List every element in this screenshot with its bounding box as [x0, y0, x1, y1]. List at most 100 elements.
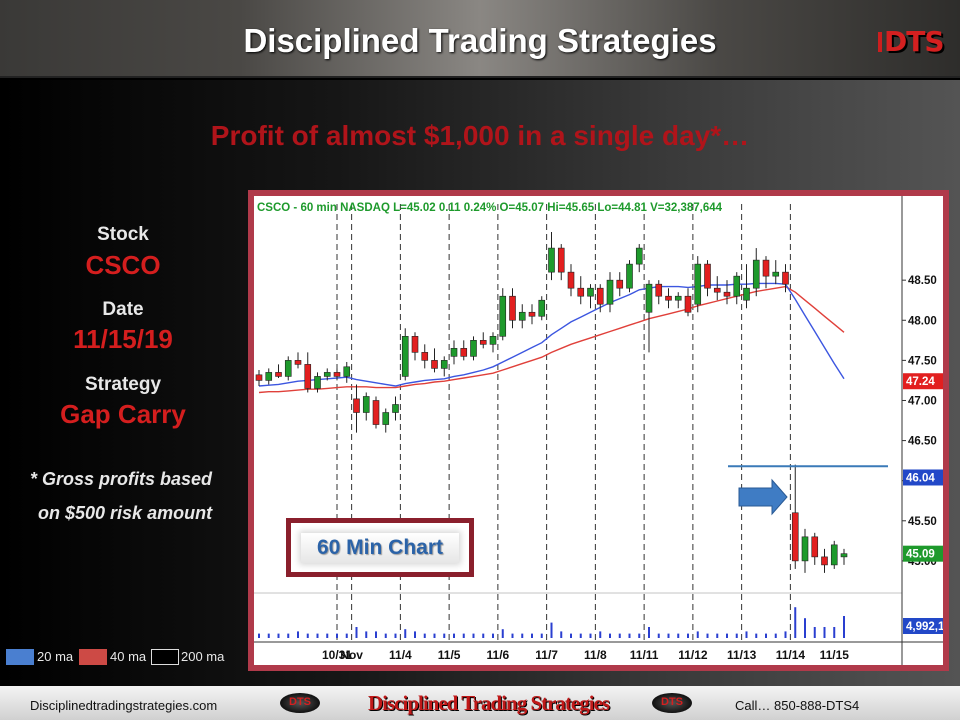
candle-body	[733, 275, 741, 297]
note-line-1: * Gross profits based	[30, 469, 213, 489]
volume-bar	[589, 633, 592, 638]
volume-bar	[833, 627, 836, 638]
candle-body	[587, 287, 594, 297]
candle-body	[275, 372, 282, 377]
candle-body	[440, 360, 448, 369]
price-badge-label: 45.09	[906, 549, 935, 561]
volume-bar	[706, 633, 709, 638]
chart-label-box: 60 Min Chart	[286, 518, 474, 577]
candle-body	[265, 372, 273, 381]
chart-label: 60 Min Chart	[301, 533, 459, 563]
volume-bar	[404, 629, 407, 638]
volume-bar	[599, 631, 602, 638]
candle-body	[655, 283, 663, 297]
price-badge-label: 46.04	[906, 472, 935, 484]
volume-bar	[843, 616, 845, 638]
candle-body	[782, 271, 789, 285]
grid-lines	[336, 204, 791, 641]
volume-bar	[716, 633, 719, 638]
volume-bar	[804, 618, 806, 638]
volume-bar	[355, 627, 358, 638]
price-badge-label: 47.24	[906, 376, 935, 388]
volume-bar	[657, 633, 660, 638]
y-tick-label: 48.50	[908, 275, 937, 287]
legend-label-40ma: 40 ma	[110, 649, 147, 664]
volume-bar	[618, 633, 621, 638]
volume-bar	[258, 633, 260, 638]
candle-body	[294, 360, 302, 365]
x-tick-label: 11/5	[438, 648, 461, 662]
candle-body	[470, 340, 477, 357]
candle-body	[343, 366, 351, 377]
candle-body	[528, 311, 536, 317]
volume-bar	[414, 631, 416, 638]
x-tick-label: 11/8	[584, 648, 607, 662]
candle-body	[548, 247, 555, 273]
candle-body	[626, 263, 633, 289]
candle-body	[684, 295, 692, 313]
candle-body	[665, 295, 672, 301]
candle-body	[635, 247, 643, 265]
candle-body	[811, 536, 819, 558]
candle-body	[596, 287, 604, 305]
volume-bar	[726, 633, 728, 638]
volume-bar	[540, 633, 543, 638]
candle-body	[801, 536, 809, 562]
volume-bar	[345, 633, 348, 638]
candle-body	[460, 348, 468, 357]
candle-body	[392, 404, 399, 413]
candle-body	[411, 336, 419, 353]
candle-body	[772, 271, 780, 277]
volume-bar	[813, 627, 816, 638]
x-tick-label: 11/15	[820, 648, 850, 662]
volume-bar	[365, 631, 368, 638]
candle-body	[353, 398, 360, 413]
strategy-label: Strategy	[84, 374, 162, 395]
header-title: Disciplined Trading Strategies	[243, 22, 717, 59]
x-tick-label: 11/12	[678, 648, 708, 662]
price-badge	[903, 618, 945, 634]
legend-label-200ma: 200 ma	[181, 649, 225, 664]
y-tick-label: 46.50	[908, 436, 937, 448]
footer-logo-right: DTS	[652, 693, 692, 713]
volume-bar	[667, 633, 670, 638]
volume-bar	[423, 633, 426, 638]
candle-body	[752, 259, 760, 289]
legend-swatch-40ma	[79, 649, 107, 665]
note-line-2: on $500 risk amount	[38, 503, 213, 523]
legend-swatch-20ma	[6, 649, 34, 665]
volume-bar	[823, 627, 826, 638]
price-badge	[903, 545, 945, 562]
headline: Profit of almost $1,000 in a single day*…	[210, 120, 750, 151]
logo-text: DTS	[884, 25, 945, 58]
volume-bar	[755, 633, 758, 638]
candle-body	[713, 287, 721, 293]
volume-bar	[638, 633, 641, 638]
candle-body	[577, 287, 585, 297]
chart-area: 10/31 Nov 11/4 11/5 11/6 11/7 11/8 11/11 11/12 11…	[254, 196, 945, 665]
y-tick-label: 47.00	[908, 395, 937, 407]
candle-body	[674, 295, 682, 301]
candle-body	[830, 544, 838, 566]
volume-bar	[443, 633, 446, 638]
volume-bar	[433, 633, 436, 638]
volume-bar	[453, 633, 455, 638]
candle-body	[255, 374, 263, 381]
volume-bar	[316, 633, 319, 638]
candle-body	[333, 372, 341, 377]
candle-body	[567, 271, 575, 289]
reference-elements	[728, 465, 888, 516]
logo-shadow: DTS	[886, 27, 947, 60]
candle-body	[323, 372, 331, 377]
volume-bar	[609, 633, 611, 638]
volume-bar	[492, 633, 494, 638]
candle-body	[518, 311, 526, 321]
volume-bar	[765, 633, 767, 638]
header-bar: Disciplined Trading Strategies DTS DTS	[0, 0, 960, 78]
candle-body	[450, 348, 458, 357]
volume-bar	[735, 633, 738, 638]
volume-bar	[482, 633, 485, 638]
dts-logo: DTS DTS	[878, 25, 947, 60]
x-tick-label: 11/7	[535, 648, 558, 662]
